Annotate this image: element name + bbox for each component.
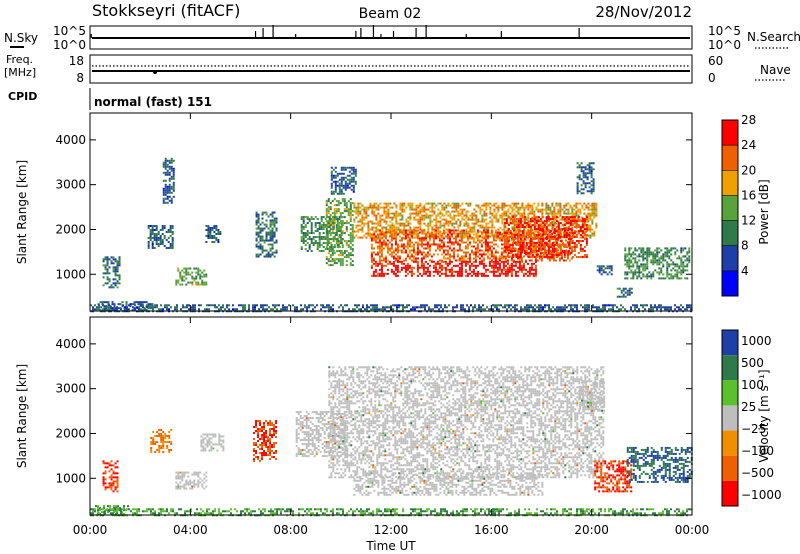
x-tick-label: 16:00 [474,523,509,537]
power-ylabel: Slant Range [km] [15,160,29,264]
colorbar-tick-label: 24 [741,138,756,152]
nsky-strip: N.Sky 10^5 10^0 10^5 10^0 N.Search [4,24,800,52]
y-tick-label: 1000 [55,471,86,485]
y-tick-label: 4000 [55,133,86,147]
station-title: Stokkseyri (fitACF) [92,1,240,20]
x-tick-label: 00:00 [675,523,710,537]
y-tick-label: 2000 [55,426,86,440]
y-tick-label: 2000 [55,222,86,236]
y-tick-label: 3000 [55,382,86,396]
nsearch-tick-top: 10^5 [708,24,741,38]
velocity-colorbar-label: Velocity [m s⁻¹] [757,369,771,462]
colorbar-tick-label: 28 [741,113,756,127]
nave-tick-top: 60 [708,54,723,68]
freq-unit: [MHz] [4,66,36,79]
power-colorbar-label: Power [dB] [757,179,771,244]
colorbar-tick-label: 1000 [741,334,772,348]
radar-summary-plot: Stokkseyri (fitACF) Beam 02 28/Nov/2012 … [0,0,800,554]
x-tick-label: 00:00 [73,523,108,537]
nave-label: Nave [760,63,791,77]
power-panel: 1000 2000 3000 4000 Slant Range [km] 4 8 12 16… [15,113,771,312]
power-colorbar: 4 8 12 16 20 24 28 [722,113,756,296]
time-axis-label: Time UT [365,539,416,553]
x-tick-label: 12:00 [374,523,409,537]
colorbar-tick-label: 8 [741,239,749,253]
nsky-tick-bottom: 10^0 [53,38,86,52]
y-tick-label: 4000 [55,337,86,351]
freq-tick-top: 18 [69,54,84,68]
x-tick-label: 20:00 [574,523,609,537]
colorbar-tick-label: −1000 [741,488,782,502]
nsky-trace [91,25,579,38]
nsky-tick-top: 10^5 [53,24,86,38]
nave-tick-bottom: 0 [708,71,716,85]
velocity-echo-map [90,366,693,516]
cpid-label: CPID [8,90,37,103]
x-tick-label: 08:00 [273,523,308,537]
nsearch-tick-bottom: 10^0 [708,38,741,52]
freq-tick-bottom: 8 [76,71,84,85]
colorbar-tick-label: 25 [741,400,756,414]
date-title: 28/Nov/2012 [595,3,692,21]
freq-strip: Freq. [MHz] 18 8 60 0 Nave [4,53,791,85]
nsky-label: N.Sky [4,31,38,45]
colorbar-tick-label: 12 [741,214,756,228]
power-echo-map [90,158,692,312]
cpid-value: normal (fast) 151 [94,95,212,109]
colorbar-tick-label: −500 [741,466,774,480]
colorbar-tick-label: 500 [741,356,764,370]
nsearch-label: N.Search [747,30,800,44]
x-tick-label: 04:00 [173,523,208,537]
freq-label: Freq. [6,53,33,66]
time-axis: 00:00 04:00 08:00 12:00 16:00 20:00 00:00 [73,113,710,537]
y-tick-label: 3000 [55,178,86,192]
beam-title: Beam 02 [359,6,422,22]
y-tick-label: 1000 [55,267,86,281]
colorbar-tick-label: 20 [741,163,756,177]
colorbar-tick-label: 4 [741,264,749,278]
velocity-panel: 1000 2000 3000 4000 Slant Range [km] 1000 50… [15,317,782,516]
colorbar-tick-label: 16 [741,188,756,202]
velocity-ylabel: Slant Range [km] [15,364,29,468]
